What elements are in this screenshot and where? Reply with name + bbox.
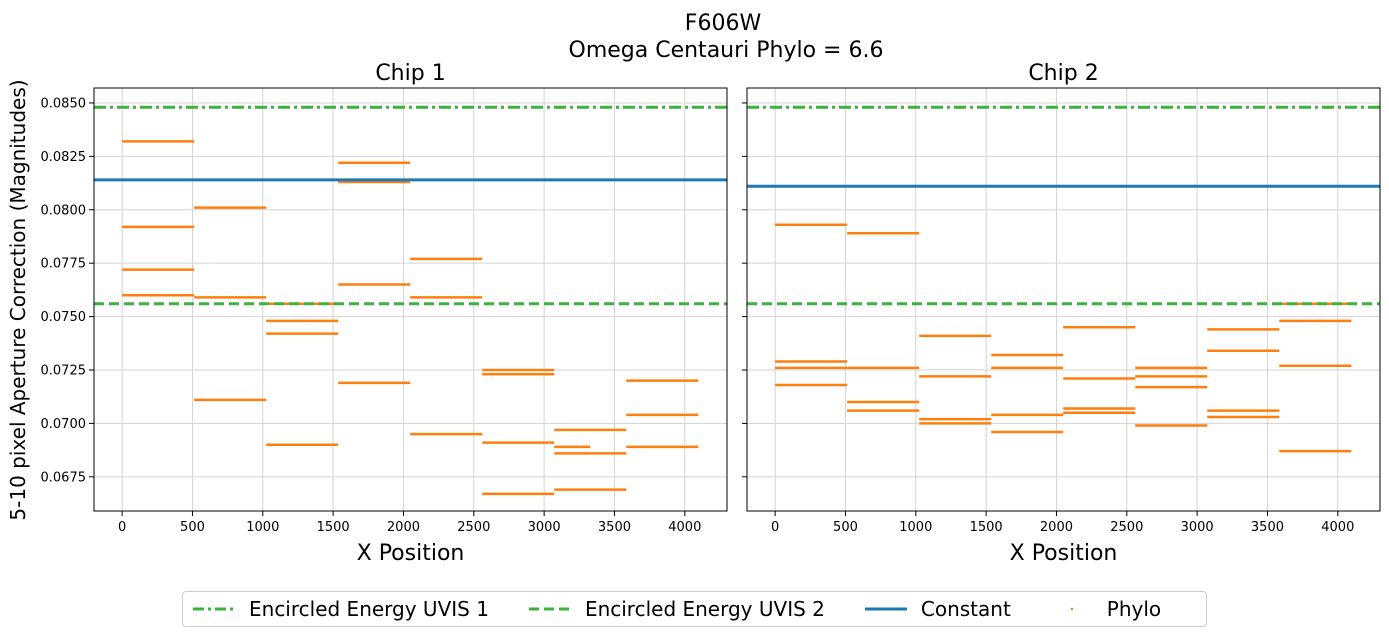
axes-frame [93, 87, 728, 512]
plot-area [94, 105, 727, 496]
y-tick-label: 0.0850 [41, 96, 87, 111]
x-tick-label: 500 [833, 520, 858, 535]
legend-label: Constant [920, 597, 1011, 621]
figure-subtitle: Omega Centauri Phylo = 6.6 [569, 38, 884, 63]
y-tick-label: 0.0825 [41, 150, 87, 165]
y-tick-label: 0.0725 [41, 364, 87, 379]
x-tick-label: 1500 [970, 520, 1003, 535]
x-tick-label: 1000 [899, 520, 932, 535]
panel-title: Chip 2 [1028, 61, 1098, 86]
legend-item-phylo: Phylo [1049, 597, 1161, 621]
figure-title: F606W [685, 11, 762, 36]
x-tick-label: 500 [180, 520, 205, 535]
y-tick-label: 0.0675 [41, 470, 87, 485]
y-tick-label: 0.0775 [41, 257, 87, 272]
x-tick-label: 0 [118, 520, 126, 535]
x-tick-label: 3500 [598, 520, 631, 535]
x-tick-label: 4000 [668, 520, 701, 535]
legend-item-ee-uvis2: Encircled Energy UVIS 2 [527, 597, 825, 621]
y-axis-label: 5-10 pixel Aperture Correction (Magnitud… [6, 79, 30, 520]
panel-title: Chip 1 [375, 61, 445, 86]
chip-2-panel: 0 500 1000 1500 2000 2500 3000 3500 4000 Chip 2 X … [742, 61, 1381, 566]
x-tick-label: 1000 [246, 520, 279, 535]
dashed-line-icon [528, 607, 571, 611]
x-tick-label: 2000 [1040, 520, 1073, 535]
dashdot-line-icon [193, 607, 235, 611]
legend-label: Phylo [1106, 597, 1162, 621]
x-tick-label: 2500 [1110, 520, 1143, 535]
x-tick-label: 4000 [1321, 520, 1354, 535]
x-tick-label: 2500 [457, 520, 490, 535]
x-tick-label: 0 [771, 520, 779, 535]
chip-1-panel: 0 500 1000 1500 2000 2500 3000 3500 4000 0.0675 0.… [41, 61, 728, 566]
plot-area [747, 105, 1380, 453]
legend-label: Encircled Energy UVIS 1 [249, 597, 489, 621]
solid-line-icon [864, 607, 907, 611]
x-tick-label: 3000 [528, 520, 561, 535]
x-tick-label: 2000 [387, 520, 420, 535]
axes-frame [746, 87, 1381, 512]
x-axis-label: X Position [357, 541, 465, 566]
y-tick-label: 0.0800 [41, 203, 87, 218]
legend-item-ee-uvis1: Encircled Energy UVIS 1 [191, 597, 489, 621]
y-tick-label: 0.0750 [41, 310, 87, 325]
legend-label: Encircled Energy UVIS 2 [584, 597, 825, 621]
dot-marker-icon [1070, 607, 1074, 611]
y-tick-label: 0.0700 [41, 417, 87, 432]
x-tick-label: 3500 [1251, 520, 1284, 535]
x-tick-label: 1500 [317, 520, 350, 535]
x-axis-label: X Position [1010, 541, 1118, 566]
legend-item-constant: Constant [863, 597, 1011, 621]
legend: Encircled Energy UVIS 1 Encircled Energy… [182, 591, 1207, 627]
x-tick-label: 3000 [1181, 520, 1214, 535]
